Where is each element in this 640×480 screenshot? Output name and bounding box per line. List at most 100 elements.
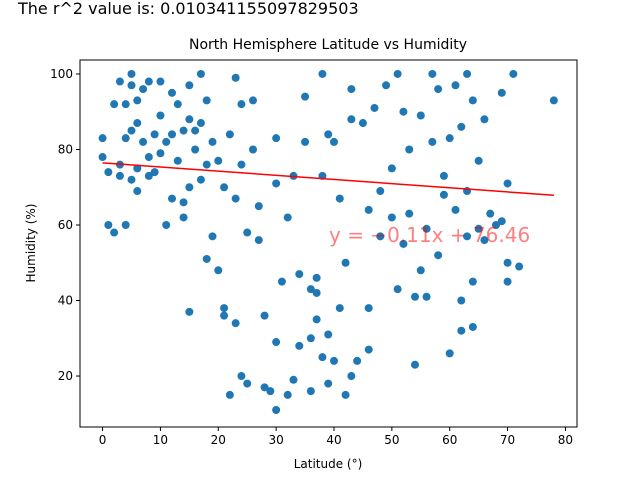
x-tick-label: 0 <box>99 433 107 447</box>
point <box>162 137 171 146</box>
point <box>167 88 176 97</box>
point <box>272 338 281 347</box>
point <box>416 266 425 275</box>
point <box>358 119 367 128</box>
point <box>139 85 148 94</box>
point <box>167 194 176 203</box>
point <box>393 69 402 78</box>
point <box>133 96 142 105</box>
x-tick-label: 50 <box>384 433 399 447</box>
point <box>127 126 136 135</box>
point <box>463 232 472 241</box>
point <box>376 232 385 241</box>
point <box>503 179 512 188</box>
point <box>248 145 257 154</box>
point <box>422 224 431 233</box>
point <box>196 69 205 78</box>
y-axis-label: Humidity (%) <box>24 204 38 283</box>
point <box>254 202 263 211</box>
point <box>133 187 142 196</box>
point <box>486 209 495 218</box>
point <box>491 220 500 229</box>
point <box>173 156 182 165</box>
point <box>364 205 373 214</box>
point <box>428 69 437 78</box>
point <box>428 137 437 146</box>
point <box>196 119 205 128</box>
point <box>353 356 362 365</box>
point <box>98 153 107 162</box>
point <box>335 304 344 313</box>
point <box>156 149 165 158</box>
point <box>243 228 252 237</box>
point <box>127 69 136 78</box>
point <box>347 372 356 381</box>
point <box>191 145 200 154</box>
point <box>127 175 136 184</box>
y-tick-label: 40 <box>58 294 73 308</box>
point <box>115 77 124 86</box>
point <box>364 345 373 354</box>
chart-title: North Hemisphere Latitude vs Humidity <box>189 37 467 53</box>
point <box>110 228 119 237</box>
point <box>231 319 240 328</box>
x-tick-label: 10 <box>153 433 168 447</box>
point <box>237 160 246 169</box>
point <box>243 379 252 388</box>
point <box>220 183 229 192</box>
point <box>144 77 153 86</box>
point <box>272 134 281 143</box>
point <box>324 330 333 339</box>
point <box>382 81 391 90</box>
point <box>156 77 165 86</box>
point <box>196 175 205 184</box>
point <box>387 164 396 173</box>
point <box>127 81 136 90</box>
point <box>208 232 217 241</box>
point <box>254 236 263 245</box>
point <box>202 160 211 169</box>
point <box>179 213 188 222</box>
y-tick-label: 80 <box>58 142 73 156</box>
point <box>347 85 356 94</box>
y-tick-label: 20 <box>58 369 73 383</box>
point <box>260 383 269 392</box>
point <box>295 341 304 350</box>
point <box>457 122 466 131</box>
point <box>301 137 310 146</box>
point <box>301 92 310 101</box>
point <box>399 239 408 248</box>
point <box>121 134 130 143</box>
point <box>272 179 281 188</box>
point <box>202 254 211 263</box>
point <box>434 251 443 260</box>
point <box>150 130 159 139</box>
point <box>439 171 448 180</box>
point <box>98 134 107 143</box>
point <box>220 311 229 320</box>
regression-line <box>102 162 554 196</box>
point <box>480 236 489 245</box>
point <box>306 387 315 396</box>
point <box>248 96 257 105</box>
point <box>121 100 130 109</box>
point <box>133 164 142 173</box>
point <box>208 137 217 146</box>
point <box>341 390 350 399</box>
point <box>399 107 408 116</box>
point <box>272 406 281 415</box>
point <box>405 145 414 154</box>
point <box>439 190 448 199</box>
point <box>260 311 269 320</box>
point <box>318 69 327 78</box>
point <box>179 126 188 135</box>
point <box>329 137 338 146</box>
point <box>387 213 396 222</box>
point <box>295 270 304 279</box>
point <box>306 285 315 294</box>
point <box>410 292 419 301</box>
point <box>167 130 176 139</box>
point <box>457 326 466 335</box>
point <box>422 292 431 301</box>
